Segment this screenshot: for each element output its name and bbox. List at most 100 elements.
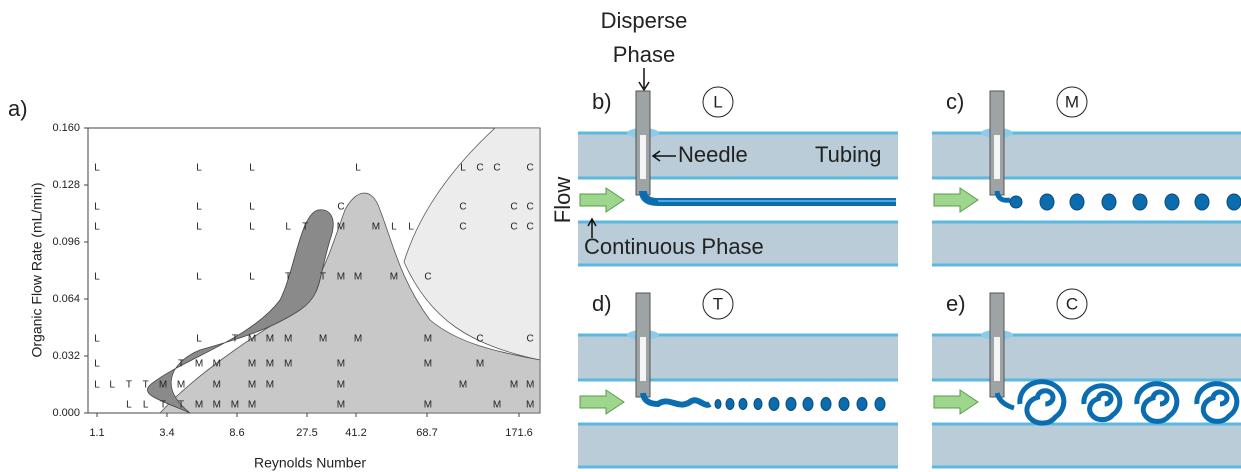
regime-point: M [213,380,221,391]
regime-point: L [196,163,202,174]
swirl [1194,381,1240,424]
regime-point: L [94,359,100,370]
regime-point: M [510,380,518,391]
panel-letter: c) [946,89,964,114]
regime-point: M [390,272,398,283]
regime-point: M [195,400,203,411]
regime-point: M [319,334,327,345]
disperse-label: Disperse [601,8,688,33]
regime-point: L [408,222,414,233]
regime-point: M [284,334,292,345]
regime-point: T [285,272,291,283]
regime-point: L [94,163,100,174]
regime-letter: M [1065,92,1079,111]
channel [932,382,1241,422]
droplet [1101,193,1117,211]
droplet [753,398,763,410]
regime-point: L [249,202,255,213]
regime-point: C [493,163,500,174]
stream [994,392,1015,411]
regime-badge [702,288,734,320]
tubing-wall [578,335,898,380]
regime-point: T [320,272,326,283]
regime-point: L [94,334,100,345]
region-c [403,127,541,361]
swirl [1017,379,1067,426]
regime-point: C [476,334,483,345]
regime-point: L [196,272,202,283]
regime-point: M [493,400,501,411]
regime-point: T [143,380,149,391]
flow-label: Flow [550,177,575,224]
regime-point: L [196,334,202,345]
regime-point: M [424,334,432,345]
y-tick-label: 0.096 [52,236,80,248]
regime-point: L [94,272,100,283]
regime-point: M [337,380,345,391]
panel-letter: b) [592,89,612,114]
regime-point: L [196,202,202,213]
regime-point: M [526,380,534,391]
droplet [1009,195,1023,209]
regime-point: C [527,222,534,233]
regime-point: L [94,222,100,233]
regime-point: M [337,400,345,411]
regime-point: M [476,359,484,370]
regime-point: M [424,359,432,370]
arrow [587,217,597,238]
swirl [1081,383,1123,423]
flow-arrow [933,389,979,415]
x-axis-label: Reynolds Number [254,455,366,471]
regime-point: M [424,400,432,411]
tubing-wall [578,133,898,178]
droplet [802,397,814,411]
regime-point: C [459,222,466,233]
flow-arrow [579,389,625,415]
tubing-label: Tubing [815,142,881,167]
droplet [1132,193,1148,211]
regime-point: M [354,272,362,283]
regime-point: M [266,334,274,345]
regime-point: M [177,380,185,391]
regime-point: T [232,334,238,345]
continuous-label: Continuous Phase [584,234,764,259]
regime-point: M [337,272,345,283]
droplet [725,398,735,410]
regime-point: L [355,163,361,174]
swirl [1134,381,1180,424]
regime-point: C [476,163,483,174]
x-tick-label: 41.2 [345,427,366,439]
regime-point: C [510,222,517,233]
droplet [1069,193,1085,211]
flow-arrow [933,187,979,213]
regime-point: C [459,202,466,213]
regime-point: L [249,222,255,233]
y-tick-label: 0.128 [52,179,80,191]
regime-point: M [195,359,203,370]
droplet [1194,193,1210,211]
regime-point: C [424,272,431,283]
droplet [838,397,850,411]
regime-badge [702,86,734,118]
droplet [785,397,797,411]
regime-point: M [284,359,292,370]
regime-point: L [126,400,132,411]
x-tick-label: 8.6 [229,427,244,439]
regime-letter: C [1066,294,1078,313]
regime-point: C [527,163,534,174]
droplet [1164,193,1180,211]
regime-point: M [248,334,256,345]
regime-point: M [354,334,362,345]
regime-point: M [459,380,467,391]
stream [639,190,896,206]
regime-point: T [178,400,184,411]
stream [640,392,712,408]
panel-letter: e) [946,291,966,316]
regime-point: L [109,380,115,391]
channel [578,382,898,422]
regime-point: L [249,163,255,174]
y-tick-label: 0.064 [52,293,80,305]
regime-point: M [372,222,380,233]
regime-badge [1056,86,1088,118]
